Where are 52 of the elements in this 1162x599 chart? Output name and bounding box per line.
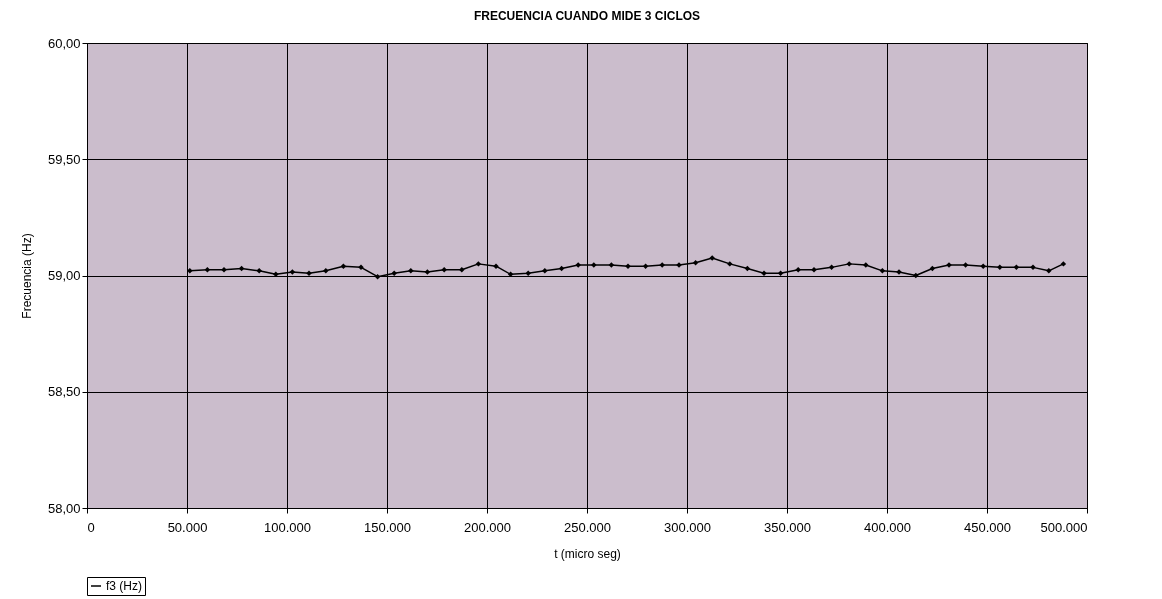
y-tick-label: 59,50 (47, 151, 81, 167)
point (727, 261, 733, 267)
y-tick-label: 60,00 (47, 35, 81, 51)
x-tick-label: 350.000 (764, 519, 811, 535)
point (323, 268, 329, 274)
y-tick-label: 59,00 (47, 268, 81, 283)
legend-label: f3 (Hz) (106, 579, 142, 593)
point (340, 263, 347, 269)
point (289, 269, 296, 275)
point (997, 264, 1003, 271)
point (256, 268, 262, 274)
point (441, 266, 447, 273)
point (913, 272, 919, 279)
x-tick-label: 200.000 (464, 519, 511, 535)
x-tick-label: 150.000 (364, 519, 411, 535)
point (391, 270, 397, 276)
point (608, 262, 615, 268)
point (1030, 264, 1036, 271)
x-tick-label: 400.000 (864, 519, 911, 535)
point (777, 270, 784, 276)
point (1060, 261, 1067, 267)
point (962, 262, 969, 268)
point (692, 259, 699, 266)
point (542, 268, 548, 274)
x-tick-label: 50.000 (167, 519, 208, 535)
point (358, 264, 364, 271)
x-tick-label: 500.000 (1040, 519, 1088, 535)
point (187, 268, 193, 274)
point (846, 261, 852, 267)
x-tick-label: 100.000 (264, 519, 311, 535)
point (811, 266, 817, 273)
point (221, 266, 227, 273)
point (642, 263, 649, 269)
x-tick-label: 250.000 (564, 519, 611, 535)
point (459, 266, 465, 273)
y-tick-label: 58,00 (47, 500, 81, 516)
point (879, 268, 886, 274)
point (424, 269, 431, 275)
point (1046, 268, 1052, 274)
x-axis-title: t (micro seg) (554, 546, 621, 561)
x-tick-label: 0 (87, 519, 95, 535)
y-tick-label: 58,50 (47, 384, 81, 400)
point (795, 266, 801, 273)
point (475, 261, 482, 267)
x-tick-label: 450.000 (964, 519, 1011, 535)
point (408, 268, 414, 274)
point (204, 266, 211, 273)
point (525, 270, 531, 276)
y-axis-title: Frecuencia (Hz) (19, 233, 34, 319)
chart-title: FRECUENCIA CUANDO MIDE 3 CICLOS (473, 9, 701, 23)
point (980, 263, 986, 269)
x-tick-label: 300.000 (664, 519, 711, 535)
